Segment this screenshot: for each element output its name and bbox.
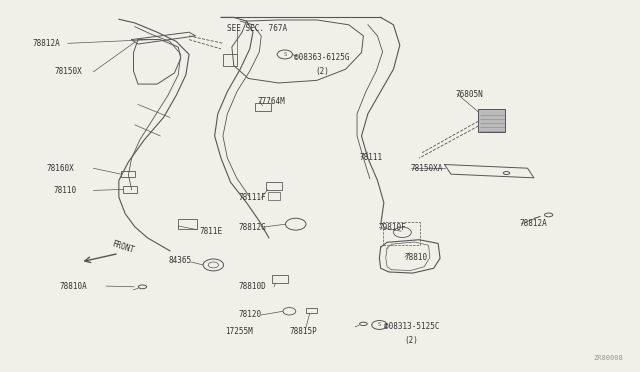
Bar	[268, 192, 280, 200]
Text: 78812G: 78812G	[238, 223, 266, 232]
Text: SEE SEC. 767A: SEE SEC. 767A	[227, 23, 287, 33]
Text: FRONT: FRONT	[111, 239, 135, 254]
Bar	[255, 103, 271, 111]
Bar	[478, 109, 505, 132]
Text: 78160X: 78160X	[47, 164, 74, 173]
Text: S: S	[284, 52, 287, 57]
Text: 78150X: 78150X	[55, 67, 83, 76]
Text: 78812A: 78812A	[519, 219, 547, 228]
Text: 17255M: 17255M	[225, 327, 253, 336]
Bar	[121, 171, 135, 177]
Text: ZR80008: ZR80008	[593, 355, 623, 361]
Text: 78150XA: 78150XA	[411, 164, 443, 173]
Text: 78810D: 78810D	[238, 282, 266, 291]
Bar	[223, 54, 237, 65]
Bar	[272, 275, 288, 283]
Text: ©08363-6125G: ©08363-6125G	[294, 52, 350, 61]
Text: 76805N: 76805N	[456, 90, 483, 99]
Text: 79810F: 79810F	[379, 223, 406, 232]
Text: 78810: 78810	[404, 253, 428, 262]
Text: 7811E: 7811E	[200, 227, 223, 236]
Text: 78111: 78111	[360, 153, 383, 161]
Text: 78120: 78120	[238, 311, 261, 320]
Text: (2): (2)	[404, 336, 418, 346]
Text: 78111F: 78111F	[238, 193, 266, 202]
Text: S: S	[378, 323, 381, 327]
Text: 78815P: 78815P	[289, 327, 317, 336]
Bar	[306, 308, 317, 313]
Text: 78810A: 78810A	[60, 282, 87, 291]
Text: 77764M: 77764M	[257, 97, 285, 106]
Text: 78110: 78110	[53, 186, 76, 195]
Bar	[124, 186, 138, 193]
Bar	[383, 222, 420, 244]
Bar	[178, 219, 197, 229]
Text: ©08313-5125C: ©08313-5125C	[384, 321, 440, 331]
Bar	[266, 182, 282, 190]
Text: (2): (2)	[315, 67, 329, 76]
Text: 84365: 84365	[168, 256, 191, 265]
Text: 78812A: 78812A	[33, 39, 60, 48]
